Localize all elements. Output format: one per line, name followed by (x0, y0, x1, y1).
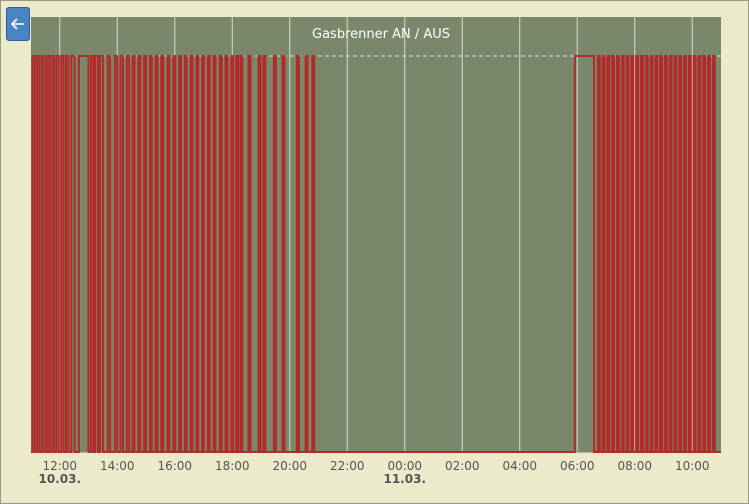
arrow-left-icon (11, 18, 24, 30)
x-tick-label: 16:00 (157, 459, 192, 473)
x-tick-label: 04:00 (502, 459, 537, 473)
x-tick-label: 06:00 (560, 459, 595, 473)
x-tick-label: 12:00 (42, 459, 77, 473)
x-tick-label: 18:00 (215, 459, 250, 473)
x-tick-label: 14:00 (100, 459, 135, 473)
x-tick-label: 08:00 (617, 459, 652, 473)
x-date-label: 10.03. (38, 472, 81, 486)
series-line-burner (31, 55, 721, 453)
x-tick-label: 10:00 (675, 459, 710, 473)
chart-title: Gasbrenner AN / AUS (312, 27, 450, 42)
x-tick-label: 22:00 (330, 459, 365, 473)
x-tick-label: 20:00 (272, 459, 307, 473)
x-date-label: 11.03. (383, 472, 426, 486)
back-button[interactable] (6, 7, 30, 41)
x-tick-label: 02:00 (445, 459, 480, 473)
x-axis-ticks: 12:00 14:00 16:00 18:00 20:00 22:00 00:00 02:00… (38, 459, 709, 486)
x-tick-label: 00:00 (387, 459, 422, 473)
